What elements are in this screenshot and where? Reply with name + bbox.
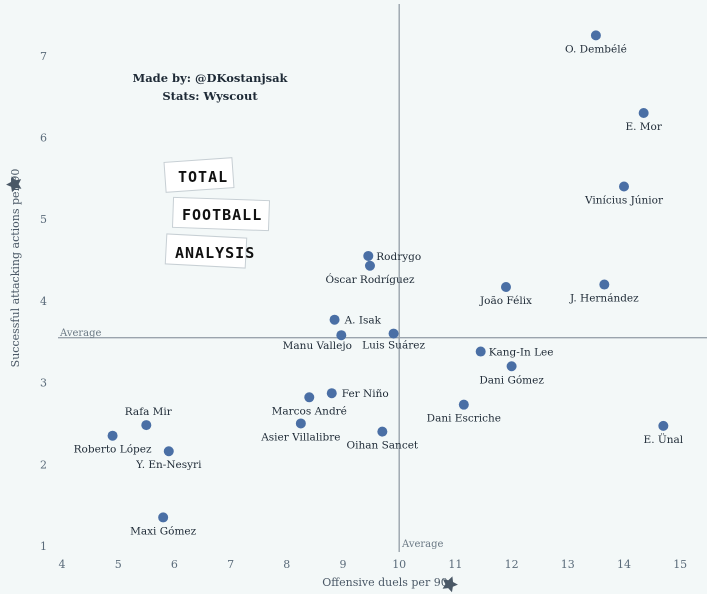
point-label: Kang-In Lee (489, 347, 554, 359)
credit-source: Stats: Wyscout (162, 89, 258, 103)
y-axis-star-icon (6, 176, 22, 193)
x-tick-label: 15 (673, 558, 687, 571)
data-point (599, 279, 610, 290)
total-football-analysis-logo: TOTAL FOOTBALL ANALYSIS (163, 157, 271, 269)
point-label: Dani Escriche (427, 413, 501, 425)
x-tick-label: 5 (115, 558, 122, 571)
x-axis-label: Offensive duels per 90 (322, 576, 447, 589)
point-label: Fer Niño (342, 388, 389, 400)
point-label: E. Ünal (644, 432, 684, 446)
point-label: Manu Vallejo (283, 340, 352, 352)
x-tick-label: 6 (171, 558, 178, 571)
data-point (304, 392, 315, 403)
data-point (363, 250, 374, 261)
y-tick-label: 4 (40, 295, 47, 308)
point-label: Roberto López (74, 444, 152, 456)
x-tick-label: 9 (340, 558, 347, 571)
logo-line-2: FOOTBALL (182, 206, 262, 224)
data-point (326, 388, 337, 399)
logo-box-2 (171, 196, 271, 232)
data-point (364, 260, 375, 271)
data-points (107, 30, 669, 523)
data-point (638, 107, 649, 118)
data-point (163, 446, 174, 457)
point-label: João Félix (479, 295, 532, 307)
x-tick-label: 4 (59, 558, 66, 571)
y-axis-ticks: 1 2 3 4 5 6 7 (40, 50, 47, 553)
x-tick-label: 13 (561, 558, 575, 571)
point-labels: O. Dembélé E. Mor Vinícius Júnior Rodrygo Ós… (74, 43, 684, 537)
data-point (336, 330, 347, 341)
data-point (658, 420, 669, 431)
y-axis-label: Successful attacking actions per 90 (9, 169, 22, 368)
y-tick-label: 1 (40, 540, 47, 553)
y-tick-label: 2 (40, 458, 47, 471)
data-point (141, 420, 152, 431)
y-tick-label: 5 (40, 213, 47, 226)
data-point (458, 399, 469, 410)
y-tick-label: 7 (40, 50, 47, 63)
average-lines (58, 4, 707, 552)
logo-line-1: TOTAL (178, 168, 228, 186)
point-label: Marcos André (272, 405, 347, 417)
x-axis-ticks: 4 5 6 7 8 9 10 11 12 13 14 15 (59, 558, 688, 571)
y-tick-label: 3 (40, 377, 47, 390)
point-label: Vinícius Júnior (584, 195, 664, 207)
logo-box-1 (163, 157, 235, 193)
point-label: Maxi Gómez (130, 525, 197, 537)
x-tick-label: 11 (448, 558, 462, 571)
data-point (619, 181, 629, 192)
credit-author: Made by: @DKostanjsak (132, 71, 288, 85)
data-point (475, 346, 486, 357)
data-point (506, 361, 517, 372)
y-tick-label: 6 (40, 132, 47, 145)
point-label: Oihan Sancet (347, 440, 419, 452)
point-label: A. Isak (344, 315, 382, 327)
data-point (500, 282, 511, 293)
x-tick-label: 8 (283, 558, 290, 571)
point-label: Asier Villalibre (260, 431, 340, 443)
point-label: Rafa Mir (125, 406, 173, 418)
data-point (377, 426, 388, 437)
x-tick-label: 7 (227, 558, 234, 571)
logo-box-3 (164, 233, 248, 269)
point-label: Rodrygo (376, 251, 421, 263)
data-point (388, 328, 399, 339)
point-label: Dani Gómez (479, 374, 544, 386)
point-label: Y. En-Nesyri (135, 459, 202, 471)
x-tick-label: 14 (617, 558, 631, 571)
x-tick-label: 10 (392, 558, 406, 571)
point-label: Luis Suárez (362, 340, 425, 352)
logo-line-3: ANALYSIS (175, 244, 255, 262)
data-point (295, 418, 306, 429)
point-label: J. Hernández (569, 293, 639, 305)
data-point (158, 512, 169, 523)
data-point (107, 430, 118, 441)
point-label: O. Dembélé (565, 43, 627, 55)
x-tick-label: 12 (505, 558, 519, 571)
x-axis-star-icon (442, 576, 458, 593)
data-point (590, 30, 601, 41)
point-label: E. Mor (625, 121, 662, 133)
average-y-label: Average (59, 328, 102, 339)
average-x-label: Average (401, 539, 444, 550)
point-label: Óscar Rodríguez (325, 272, 415, 286)
data-point (329, 314, 340, 325)
